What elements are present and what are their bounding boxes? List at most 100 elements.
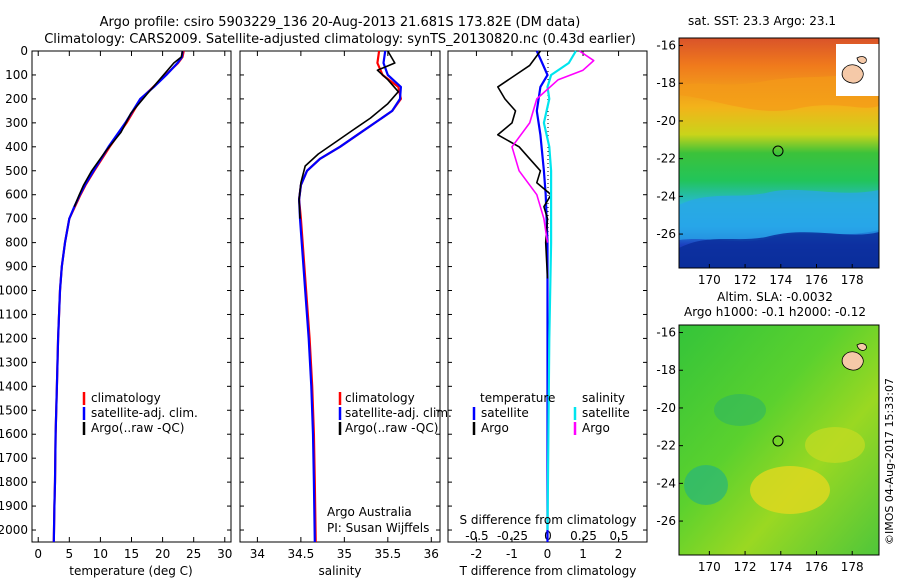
legend-label-sal-satellite: satellite: [582, 406, 630, 420]
y-tick-label: 2000: [0, 523, 28, 537]
y-tick-label: 300: [5, 116, 28, 130]
lat-tick-label: -26: [656, 514, 676, 528]
series-line-argo-raw-qc-: [73, 50, 184, 208]
y-tick-label: 1800: [0, 475, 28, 489]
lat-tick-label: -22: [656, 152, 676, 166]
legend-label-climatology: climatology: [91, 391, 161, 405]
sla-map: Altim. SLA: -0.0032 Argo h1000: -0.1 h20…: [656, 290, 880, 574]
legend-label-climatology: climatology: [345, 391, 415, 405]
header-line1: Argo profile: csiro 5903229_136 20-Aug-2…: [100, 15, 581, 30]
y-tick-label: 700: [5, 212, 28, 226]
sst-map-axes: -16 -18 -20 -22 -24 -26 170 172 174 176 178: [656, 39, 863, 287]
lat-tick-label: -24: [656, 476, 676, 490]
sst-deep-patches: [679, 232, 879, 268]
difference-panel: -2 -1 0 1 2 -0.5 -0.25 0 0.25 0.5 T difference f…: [447, 50, 648, 578]
sst-map-title: sat. SST: 23.3 Argo: 23.1: [688, 14, 836, 28]
x-tick-label: -2: [470, 547, 482, 561]
timestamp-stamp: ©IMOS 04-Aug-2017 15:33:07: [883, 378, 896, 545]
lon-tick-label: 176: [805, 560, 828, 574]
lon-tick-label: 170: [698, 560, 721, 574]
x-tick-label: 5: [65, 547, 73, 561]
series-line-temperature-satellite: [535, 50, 549, 542]
x-tick-label: 35: [337, 547, 352, 561]
legend-label-temp-argo: Argo: [481, 421, 509, 435]
y-tick-label: 600: [5, 188, 28, 202]
x-tick-label: 35.5: [374, 547, 401, 561]
y-tick-label: 900: [5, 260, 28, 274]
x-tick-label: 0: [34, 547, 42, 561]
sla-map-axes: -16 -18 -20 -22 -24 -26 170 172 174 176 178: [656, 326, 863, 574]
y-tick-label: 1200: [0, 331, 28, 345]
y-tick-label: 1500: [0, 403, 28, 417]
fiji-island-small: [856, 343, 867, 351]
lon-tick-label: 174: [769, 273, 792, 287]
lat-tick-label: -18: [656, 76, 676, 90]
x-tick-label: 2: [615, 547, 623, 561]
salinity-plot-frame: [239, 50, 441, 543]
argo-location-marker: [772, 435, 784, 447]
salinity-series: [298, 50, 402, 543]
salinity-axis: 34 34.5 35 35.5 36: [250, 51, 439, 561]
y-tick-label: 1300: [0, 355, 28, 369]
argo-location-marker: [772, 145, 784, 157]
y-tick-label: 1400: [0, 379, 28, 393]
temperature-legend: climatology satellite-adj. clim. Argo(..…: [82, 391, 198, 435]
legend-label-argo: Argo(..raw -QC): [91, 421, 184, 435]
series-line-temperature-argo: [496, 50, 552, 279]
fiji-island: [841, 351, 864, 371]
lon-tick-label: 178: [841, 273, 864, 287]
temperature-plot-frame: [31, 50, 232, 543]
x-tick-label: 1: [579, 547, 587, 561]
lat-tick-label: -18: [656, 363, 676, 377]
x-tick-label: 34.5: [288, 547, 315, 561]
sla-anomaly-low: [684, 465, 728, 505]
x-tick-label: 25: [186, 547, 201, 561]
series-line-climatology: [52, 50, 185, 543]
y-tick-label: 1700: [0, 451, 28, 465]
x-tick-label: 34: [250, 547, 265, 561]
salinity-xlabel: salinity: [318, 564, 361, 578]
legend-heading-salinity: salinity: [582, 391, 625, 405]
series-line-argo-raw-qc-: [298, 50, 400, 219]
top-tick-label: 0.5: [609, 529, 628, 543]
legend-label-argo: Argo(..raw -QC): [345, 421, 438, 435]
legend-label-satellite: satellite-adj. clim.: [91, 406, 198, 420]
legend-label-temp-satellite: satellite: [481, 406, 529, 420]
x-tick-label: -1: [506, 547, 518, 561]
sla-map-title-2: Argo h1000: -0.1 h2000: -0.12: [684, 305, 866, 319]
top-tick-label: -0.25: [497, 529, 528, 543]
sst-map-frame: [678, 37, 880, 269]
difference-legend: temperature satellite Argo salinity sate…: [472, 391, 630, 435]
lat-tick-label: -26: [656, 227, 676, 241]
legend-label-satellite: satellite-adj. clim.: [345, 406, 452, 420]
lon-tick-label: 170: [698, 273, 721, 287]
difference-top-xlabel: S difference from climatology: [460, 513, 637, 527]
x-tick-label: 10: [93, 547, 108, 561]
lat-tick-label: -16: [656, 326, 676, 340]
y-tick-label: 1100: [0, 307, 28, 321]
series-line-salinity-argo: [511, 50, 595, 243]
temperature-series: [52, 50, 185, 543]
lon-tick-label: 172: [734, 273, 757, 287]
header-line2: Climatology: CARS2009. Satellite-adjuste…: [44, 32, 636, 47]
annotation-pi: PI: Susan Wijffels: [327, 521, 429, 535]
y-tick-label: 100: [5, 68, 28, 82]
lat-tick-label: -16: [656, 39, 676, 53]
y-tick-label: 1600: [0, 427, 28, 441]
sla-anomaly-low: [714, 394, 766, 426]
x-tick-label: 30: [217, 547, 232, 561]
temperature-xlabel: temperature (deg C): [69, 564, 192, 578]
x-tick-label: 20: [155, 547, 170, 561]
lon-tick-label: 172: [734, 560, 757, 574]
sla-map-title-1: Altim. SLA: -0.0032: [717, 290, 833, 304]
legend-heading-temperature: temperature: [480, 391, 555, 405]
temperature-axis: 0 5 10 15 20 25 30: [34, 51, 232, 561]
series-line-satellite-adj-clim-: [52, 50, 184, 543]
lon-tick-label: 178: [841, 560, 864, 574]
fiji-island: [841, 64, 864, 84]
lon-tick-label: 176: [805, 273, 828, 287]
x-tick-label: 15: [124, 547, 139, 561]
x-tick-label: 0: [544, 547, 552, 561]
y-tick-label: 0: [20, 44, 28, 58]
